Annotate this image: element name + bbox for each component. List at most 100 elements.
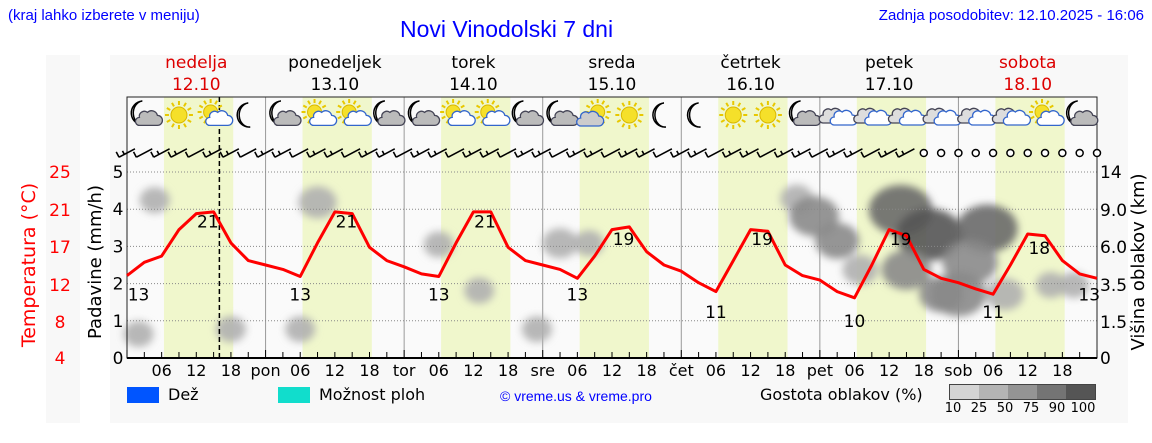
wind-barb-shaft — [499, 148, 517, 158]
sun-icon — [615, 101, 644, 129]
moon-cloud-icon — [269, 100, 302, 127]
cloud-height-tick-label: 0 — [1100, 349, 1111, 369]
sun-cloud-icon — [474, 99, 511, 127]
cloud-shape — [1070, 110, 1099, 127]
wind-barb-flag — [427, 151, 432, 158]
day-abbr-tick: tor — [393, 361, 416, 380]
sun-ray — [337, 104, 342, 109]
wind-barb-flag — [849, 150, 853, 155]
wind-barb-icon — [461, 148, 482, 158]
moon-cloud-icon — [130, 100, 163, 127]
density-swatch — [1037, 385, 1066, 399]
hour-tick-label: 12 — [879, 361, 899, 380]
wind-barb-icon — [479, 148, 500, 158]
wind-calm-icon — [919, 148, 929, 158]
wind-barb-flag — [669, 151, 675, 158]
wind-barb-flag — [687, 151, 692, 158]
temperature-label: 13 — [567, 285, 589, 305]
wind-barb-icon — [236, 148, 257, 158]
cloud-shape — [411, 110, 441, 127]
sun-ray — [341, 100, 346, 105]
sun-ray — [302, 115, 308, 120]
sun-ray — [633, 123, 638, 128]
wind-barb-flag — [676, 150, 680, 155]
location-hint[interactable]: (kraj lahko izberete v meniju) — [8, 7, 200, 24]
wind-barb-shaft — [690, 148, 707, 158]
density-level-label: 25 — [970, 401, 988, 416]
copyright-link[interactable]: © vreme.us & vreme.pro — [500, 388, 652, 404]
cloud-blob — [985, 278, 1024, 311]
cloud-blob — [215, 316, 246, 343]
day-date: 12.10 — [172, 75, 221, 95]
moon-cloud-icon — [511, 100, 545, 127]
cloud-height-tick-label: 6.0 — [1100, 238, 1127, 258]
wind-barb-icon — [340, 148, 361, 158]
sun-ray — [601, 100, 606, 105]
wind-barb-shaft — [361, 148, 378, 158]
sun-ray — [187, 119, 192, 123]
wind-barb-icon — [323, 148, 344, 158]
day-date: 17.10 — [865, 75, 914, 95]
wind-barb-icon — [513, 148, 534, 158]
wind-barb-flag — [115, 151, 120, 158]
wind-barb-flag — [773, 151, 778, 158]
wind-barb-flag — [704, 151, 709, 158]
wind-calm-icon — [988, 148, 998, 158]
sun-ray — [198, 115, 204, 120]
sun-ray — [755, 119, 760, 123]
wind-barb-flag — [745, 150, 749, 155]
wind-barb-flag — [416, 150, 420, 155]
wind-barb-icon — [358, 148, 378, 158]
wind-barb-shaft — [395, 148, 413, 158]
cloudy-icon — [853, 107, 893, 126]
wind-barb-shaft — [413, 148, 430, 158]
wind-barb-flag — [358, 151, 363, 158]
wind-barb-flag — [461, 151, 467, 158]
wind-barb-icon — [392, 148, 413, 158]
cloud-height-axis-title: Višina oblakov (km) — [1128, 173, 1149, 350]
sun-cloud-icon — [1029, 99, 1065, 127]
wind-barb-icon — [843, 148, 863, 158]
day-date: 16.10 — [726, 75, 775, 95]
sun-icon — [719, 101, 748, 129]
sun-ray — [217, 104, 223, 109]
density-level-label: 100 — [1070, 401, 1096, 416]
wind-barb-icon — [219, 148, 240, 158]
wind-barb-flag — [306, 151, 311, 158]
wind-barb-flag — [843, 151, 848, 158]
moon-cloud-icon — [407, 100, 441, 127]
sun-ray — [203, 100, 207, 105]
moon-icon — [652, 102, 667, 128]
hour-tick-label: 18 — [359, 361, 379, 380]
wind-barb-flag — [728, 150, 732, 155]
temp-tick-label: 21 — [49, 201, 71, 221]
sun-ray — [307, 100, 311, 105]
cloud-density-label: Gostota oblakov (%) — [760, 385, 923, 404]
wind-barb-icon — [652, 148, 673, 158]
sun-ray — [441, 115, 446, 120]
wind-barb-flag — [635, 151, 640, 158]
wind-barb-flag — [825, 151, 830, 158]
day-name: petek — [865, 53, 913, 73]
sun-disc — [724, 106, 742, 124]
cloud-shape — [447, 110, 476, 127]
wind-barb-flag — [150, 151, 155, 158]
cloud-sun-icon — [576, 99, 611, 127]
sun-ray — [621, 123, 626, 128]
precip-tick-label: 0 — [113, 349, 124, 369]
wind-calm-icon — [954, 148, 963, 158]
temp-tick-label: 12 — [49, 276, 71, 296]
sun-ray — [302, 104, 308, 109]
sun-cloud-icon — [440, 99, 476, 127]
sun-ray — [1030, 104, 1035, 109]
wind-barb-shaft — [343, 148, 361, 158]
wind-calm-icon — [936, 148, 946, 158]
wind-barb-shaft — [707, 148, 725, 158]
wind-barb-shaft — [430, 148, 448, 158]
sun-ray — [321, 104, 327, 109]
cloud-height-tick-label: 1.5 — [1100, 313, 1127, 333]
cloud-height-tick-label: 3.5 — [1100, 276, 1127, 296]
wind-barb-flag — [860, 151, 865, 158]
wind-barb-icon — [704, 148, 725, 158]
hour-tick-label: 18 — [636, 361, 656, 380]
